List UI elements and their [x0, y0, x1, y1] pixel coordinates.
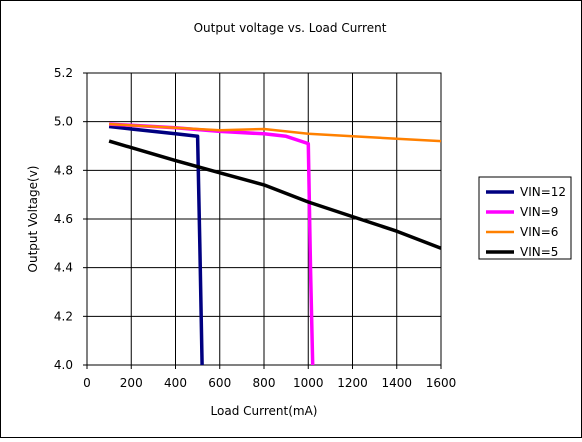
series-line-vin-12: [108, 124, 204, 366]
y-tick-label: 5.2: [54, 66, 73, 80]
series-line-vin-9: [109, 122, 315, 366]
x-tick-label: 600: [208, 376, 231, 390]
legend-items: VIN=12 VIN=9 VIN=6 VIN=5: [486, 185, 566, 259]
y-tick-label: 4.8: [54, 163, 73, 177]
x-tick-label: 800: [253, 376, 276, 390]
legend: VIN=12 VIN=9 VIN=6 VIN=5: [478, 176, 572, 260]
series-line-vin-5: [108, 139, 442, 250]
legend-label: VIN=5: [520, 245, 558, 259]
x-axis-label: Load Current(mA): [211, 404, 318, 418]
x-tick-label: 400: [164, 376, 187, 390]
y-tick-label: 4.2: [54, 309, 73, 323]
gridlines: [87, 73, 441, 365]
x-tick-label: 1000: [293, 376, 324, 390]
legend-label: VIN=6: [520, 225, 558, 239]
chart-title: Output voltage vs. Load Current: [194, 21, 387, 35]
y-tick-label: 4.4: [54, 261, 73, 275]
x-tick-label: 1200: [337, 376, 368, 390]
x-tick-label: 0: [83, 376, 91, 390]
legend-label: VIN=12: [520, 185, 566, 199]
y-tick-label: 4.6: [54, 212, 73, 226]
series-line-vin-6: [109, 122, 442, 143]
x-tick-label: 1600: [426, 376, 457, 390]
y-axis-label: Output Voltage(v): [26, 166, 40, 273]
x-tick-label: 200: [120, 376, 143, 390]
y-tick-label: 5.0: [54, 115, 73, 129]
y-tick-label: 4.0: [54, 358, 73, 372]
y-tick-labels: 4.0 4.2 4.4 4.6 4.8 5.0 5.2: [54, 66, 87, 372]
x-tick-label: 1400: [381, 376, 412, 390]
x-tick-labels: 0 200 400 600 800 1000 1200 1400 1600: [83, 365, 456, 390]
legend-label: VIN=9: [520, 205, 558, 219]
series-lines: [108, 122, 442, 366]
